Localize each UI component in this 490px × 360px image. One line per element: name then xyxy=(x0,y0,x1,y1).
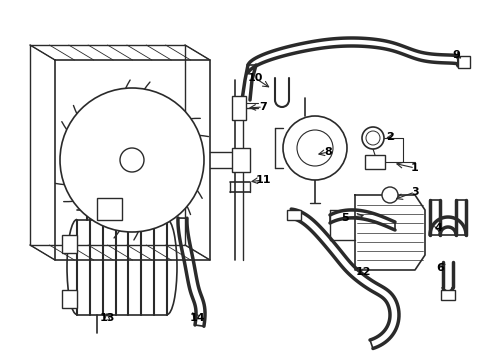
Text: 9: 9 xyxy=(452,50,460,60)
Circle shape xyxy=(366,131,380,145)
Text: 13: 13 xyxy=(99,313,115,323)
Bar xyxy=(62,290,77,308)
Bar xyxy=(232,96,246,120)
Text: 1: 1 xyxy=(411,163,419,173)
Bar xyxy=(458,56,470,68)
Circle shape xyxy=(297,130,333,166)
Bar xyxy=(97,198,122,220)
Text: 14: 14 xyxy=(189,313,205,323)
Text: 10: 10 xyxy=(247,73,263,83)
Text: 4: 4 xyxy=(434,223,442,233)
Bar xyxy=(441,290,455,300)
Circle shape xyxy=(362,127,384,149)
Text: 8: 8 xyxy=(324,147,332,157)
Bar xyxy=(365,155,385,169)
Text: 3: 3 xyxy=(411,187,419,197)
Text: 7: 7 xyxy=(259,102,267,112)
Text: 6: 6 xyxy=(436,263,444,273)
Bar xyxy=(232,148,250,172)
Text: 2: 2 xyxy=(386,132,394,142)
Circle shape xyxy=(60,88,204,232)
Circle shape xyxy=(283,116,347,180)
Bar xyxy=(287,210,301,220)
Text: 12: 12 xyxy=(355,267,371,277)
Circle shape xyxy=(120,148,144,172)
Circle shape xyxy=(382,187,398,203)
Text: 5: 5 xyxy=(341,213,349,223)
Text: 11: 11 xyxy=(255,175,271,185)
Bar xyxy=(62,235,77,253)
